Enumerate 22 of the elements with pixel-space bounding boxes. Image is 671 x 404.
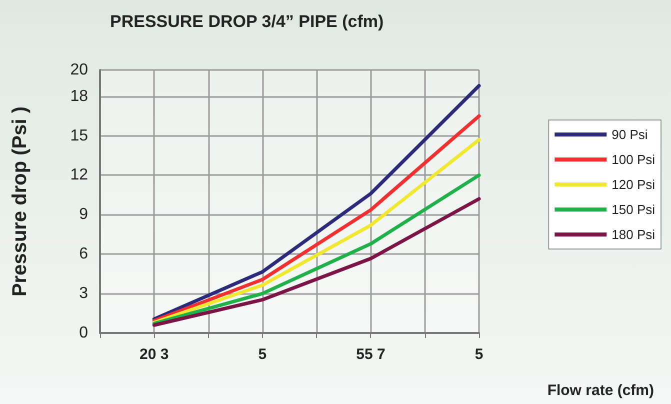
legend-label: 180 Psi — [612, 227, 656, 242]
x-tick-label: 5 — [474, 346, 484, 363]
y-tick-label: 9 — [79, 206, 88, 224]
y-tick-label: 15 — [70, 127, 88, 144]
y-tick-label: 18 — [70, 88, 88, 105]
legend-label: 90 Psi — [612, 127, 648, 142]
chart-title: PRESSURE DROP 3/4” PIPE (cfm) — [110, 12, 384, 31]
y-axis-title: Pressure drop (Psi ) — [9, 106, 31, 297]
y-tick-label: 0 — [79, 324, 88, 342]
line-series — [152, 197, 481, 327]
line-series — [152, 173, 481, 326]
y-tick-label: 12 — [70, 166, 88, 184]
legend-label: 150 Psi — [612, 202, 656, 217]
y-tick-label: 3 — [79, 285, 88, 302]
x-tick-label: 5 — [258, 346, 267, 363]
x-tick-label: 55 7 — [356, 346, 386, 363]
x-axis-title: Flow rate (cfm) — [547, 382, 654, 399]
x-tick-label: 20 3 — [140, 346, 169, 363]
legend-label: 120 Psi — [612, 177, 656, 192]
y-tick-label: 6 — [79, 246, 88, 263]
y-tick-label: 20 — [70, 62, 88, 78]
legend-label: 100 Psi — [612, 152, 656, 167]
